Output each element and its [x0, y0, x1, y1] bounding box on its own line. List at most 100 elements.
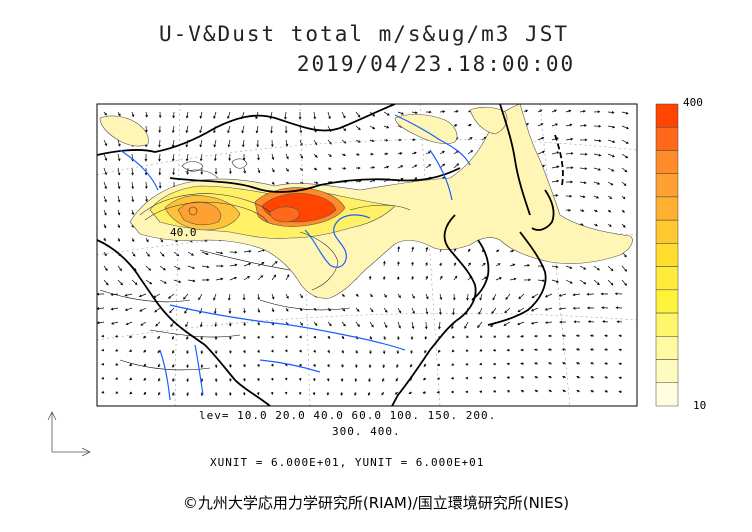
wind-arrow: [396, 363, 399, 368]
wind-arrow: [451, 363, 455, 366]
wind-arrow: [492, 348, 497, 352]
wind-arrow: [453, 163, 460, 169]
wind-arrow: [520, 334, 525, 338]
wind-arrow: [173, 251, 180, 257]
wind-arrow: [271, 349, 274, 353]
wind-arrow: [383, 335, 386, 340]
wind-arrow: [103, 181, 107, 190]
wind-arrow: [618, 334, 623, 338]
wind-arrow: [411, 151, 417, 155]
wind-arrow: [506, 362, 511, 366]
wind-arrow: [171, 125, 175, 134]
dust-plume: [99, 104, 633, 299]
wind-arrow: [341, 321, 346, 327]
wind-arrow: [437, 363, 441, 367]
wind-arrow: [285, 293, 289, 299]
river-yangtze: [169, 304, 406, 351]
wind-arrow: [215, 251, 224, 255]
wind-arrow: [131, 111, 135, 118]
wind-arrow: [144, 154, 148, 162]
wind-arrow: [607, 111, 615, 114]
wind-arrow: [481, 276, 488, 281]
wind-arrow: [117, 279, 124, 286]
wind-arrow: [506, 335, 511, 338]
coast-korea-china: [391, 214, 477, 406]
wind-arrow: [115, 363, 119, 366]
wind-arrow: [185, 125, 189, 134]
wind-arrow: [341, 349, 344, 354]
wind-arrow: [479, 293, 483, 301]
colorbar-swatch: [655, 103, 679, 128]
wind-arrow: [285, 153, 289, 160]
wind-arrow: [520, 362, 525, 366]
wind-arrow: [621, 265, 628, 272]
wind-arrow: [618, 376, 623, 380]
wind-arrow: [575, 348, 581, 351]
wind-arrow: [452, 307, 455, 316]
wind-arrow: [495, 263, 501, 267]
wind-arrow: [548, 362, 553, 365]
wind-arrow: [143, 391, 147, 396]
wind-arrow: [257, 293, 261, 301]
wind-arrow: [439, 110, 446, 113]
wind-arrow: [537, 279, 546, 283]
wind-arrow: [503, 321, 511, 326]
wind-arrow: [285, 139, 289, 147]
rivers: [119, 114, 471, 401]
wind-arrow: [228, 349, 232, 354]
wind-arrow: [124, 293, 133, 297]
wind-arrow: [257, 307, 261, 313]
coastlines-borders: [97, 104, 564, 406]
wind-arrow: [131, 279, 138, 285]
wind-arrow: [103, 139, 108, 147]
wind-arrow: [117, 111, 121, 117]
wind-arrow: [97, 307, 105, 310]
wind-arrow: [397, 321, 401, 329]
river-northwest: [119, 149, 159, 191]
wind-arrow: [201, 278, 210, 282]
wind-arrow: [326, 377, 330, 382]
wind-arrow: [579, 181, 587, 185]
river-south: [259, 359, 321, 373]
wind-arrow: [242, 293, 246, 301]
wind-arrow: [227, 139, 231, 148]
wind-arrow: [621, 153, 629, 159]
wind-arrow: [607, 139, 616, 143]
wind-arrow: [495, 277, 502, 281]
wind-arrow: [607, 223, 612, 227]
wind-arrow: [530, 321, 539, 325]
wind-arrow: [270, 139, 274, 148]
wind-arrow: [271, 153, 275, 161]
wind-arrow: [312, 377, 316, 382]
wind-arrow: [341, 335, 345, 340]
wind-arrow: [561, 362, 567, 365]
wind-arrow: [228, 391, 232, 396]
wind-arrow: [607, 125, 616, 129]
wind-arrow: [229, 167, 232, 175]
wind-arrow: [551, 279, 560, 283]
wind-arrow: [607, 167, 615, 172]
wind-arrow: [411, 246, 415, 253]
wind-arrow: [593, 279, 600, 286]
wind-arrow: [565, 194, 573, 198]
wind-arrow: [117, 181, 121, 190]
wind-arrow: [604, 362, 609, 365]
wind-arrow: [579, 152, 588, 156]
wind-arrow: [103, 251, 107, 257]
wind-arrow: [614, 292, 623, 296]
wind-arrow: [354, 377, 358, 383]
wind-arrow: [565, 109, 572, 113]
national-border-mongolia-south: [169, 167, 461, 193]
wind-arrow: [523, 264, 531, 267]
wind-arrow: [145, 111, 148, 118]
wind-arrow: [257, 321, 260, 326]
wind-arrow: [171, 335, 175, 340]
wind-arrow: [145, 195, 148, 203]
wind-arrow: [284, 349, 288, 353]
wind-arrow: [215, 277, 224, 281]
wind-arrow: [229, 276, 237, 281]
wind-arrow: [579, 124, 587, 127]
wind-arrow: [493, 335, 497, 338]
wind-arrow: [465, 362, 469, 366]
wind-arrow: [439, 307, 442, 316]
